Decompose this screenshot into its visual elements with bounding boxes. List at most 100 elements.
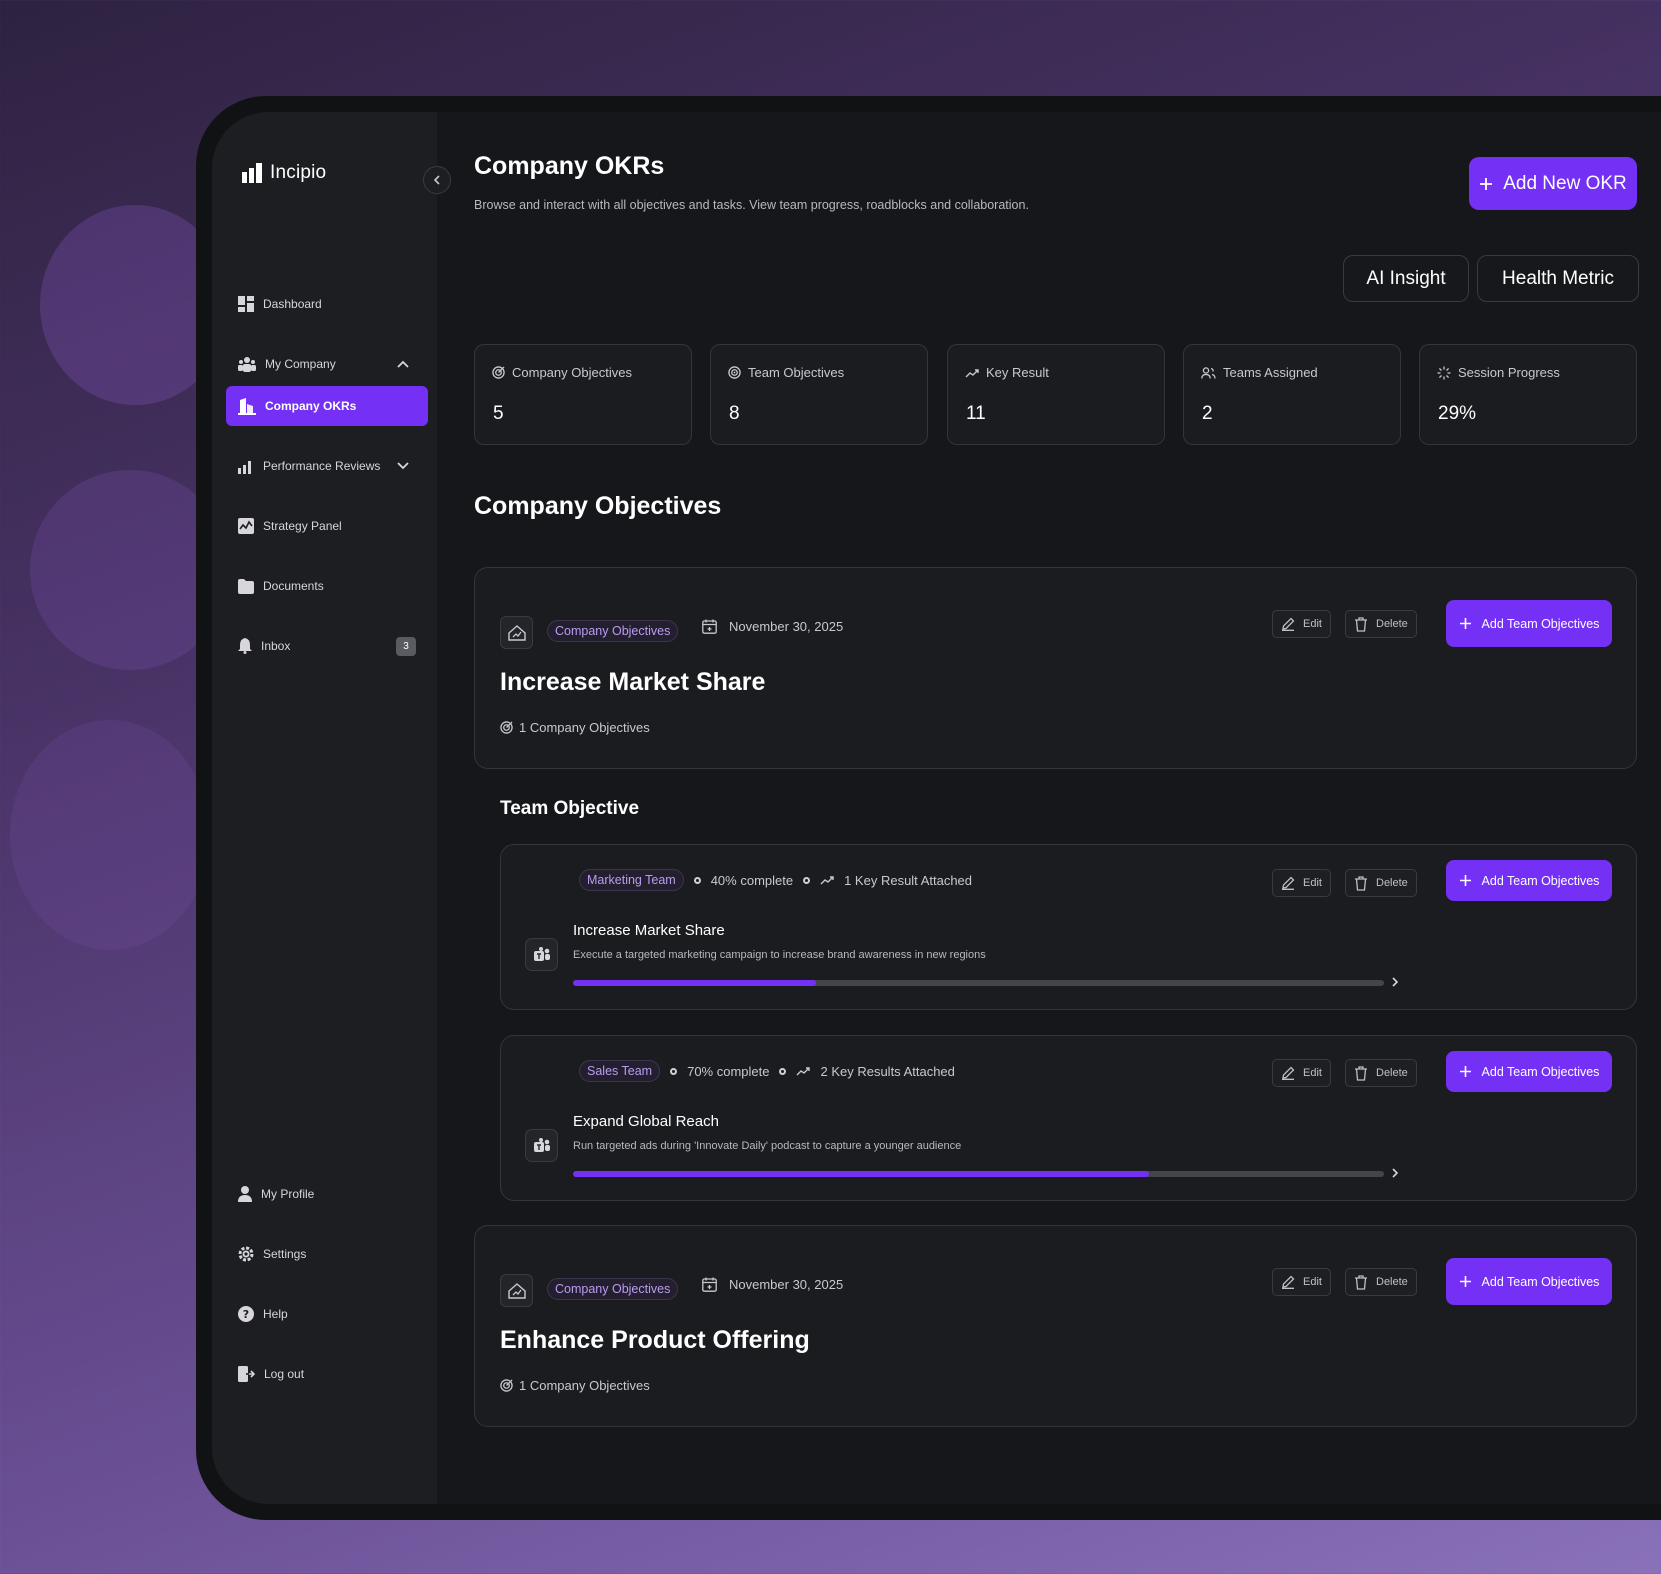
key-results-text: 1 Key Result Attached: [844, 872, 973, 888]
app-screen: Incipio Dashboard My Company C: [212, 112, 1661, 1504]
health-metric-button[interactable]: Health Metric: [1477, 255, 1639, 302]
sidebar-item-label: Log out: [264, 1367, 305, 1381]
delete-button[interactable]: Delete: [1345, 1059, 1417, 1087]
chevron-left-icon: [433, 175, 440, 185]
team-icon: [238, 357, 256, 372]
add-team-objectives-label: Add Team Objectives: [1481, 1274, 1600, 1289]
target-icon: [500, 721, 513, 734]
sidebar-item-my-company[interactable]: My Company: [226, 344, 428, 384]
team-tag: Sales Team: [579, 1060, 661, 1082]
key-results-text: 2 Key Results Attached: [820, 1063, 955, 1079]
sidebar-item-log-out[interactable]: Log out: [226, 1354, 428, 1394]
background-circle: [10, 720, 210, 950]
stat-label-text: Session Progress: [1458, 365, 1560, 380]
trash-icon: [1355, 1274, 1367, 1290]
sidebar-item-settings[interactable]: Settings: [226, 1234, 428, 1274]
stat-card-team-objectives: Team Objectives 8: [710, 344, 928, 445]
stat-label: Teams Assigned: [1201, 365, 1318, 380]
logo-bars-icon: [242, 163, 262, 183]
delete-button[interactable]: Delete: [1345, 869, 1417, 897]
user-icon: [238, 1186, 252, 1202]
add-team-objectives-button[interactable]: Add Team Objectives: [1446, 860, 1612, 901]
sidebar-item-company-okrs[interactable]: Company OKRs: [226, 386, 428, 426]
team-avatar: [525, 1129, 558, 1162]
team-objective-description: Run targeted ads during 'Innovate Daily'…: [573, 1140, 962, 1152]
sidebar-item-my-profile[interactable]: My Profile: [226, 1174, 428, 1214]
chevron-down-icon[interactable]: [396, 459, 410, 473]
edit-button[interactable]: Edit: [1272, 869, 1331, 897]
help-icon: ?: [238, 1306, 254, 1322]
add-team-objectives-label: Add Team Objectives: [1481, 873, 1600, 888]
users-icon: [1201, 366, 1216, 379]
collapse-sidebar-button[interactable]: [423, 166, 451, 194]
trash-icon: [1355, 1065, 1367, 1081]
status-dot: [693, 876, 701, 884]
add-team-objectives-button[interactable]: Add Team Objectives: [1446, 600, 1612, 647]
stat-label-text: Teams Assigned: [1223, 365, 1318, 380]
activity-chart-icon: [238, 518, 254, 534]
add-team-objectives-button[interactable]: Add Team Objectives: [1446, 1051, 1612, 1092]
edit-label: Edit: [1303, 1067, 1322, 1079]
stat-value: 2: [1202, 403, 1213, 424]
completion-text: 40% complete: [710, 872, 794, 888]
building-icon: [238, 398, 256, 415]
chevron-right-icon[interactable]: [1389, 1167, 1401, 1179]
gear-icon: [238, 1246, 254, 1262]
stat-card-key-result: Key Result 11: [947, 344, 1165, 445]
objective-icon: [500, 1274, 533, 1307]
bar-chart-icon: [238, 461, 251, 474]
sidebar-item-label: Strategy Panel: [263, 519, 342, 533]
sidebar-item-strategy-panel[interactable]: Strategy Panel: [226, 506, 428, 546]
add-team-objectives-button[interactable]: Add Team Objectives: [1446, 1258, 1612, 1305]
trash-icon: [1355, 616, 1367, 632]
page-subtitle: Browse and interact with all objectives …: [474, 198, 1029, 212]
objective-card: Company Objectives November 30, 2025 Edi…: [474, 567, 1637, 769]
delete-button[interactable]: Delete: [1345, 1268, 1417, 1296]
stat-label-text: Team Objectives: [748, 365, 845, 380]
team-objective-card[interactable]: Marketing Team 40% complete 1 Key Result…: [500, 844, 1637, 1010]
objective-date: November 30, 2025: [702, 619, 843, 634]
edit-button[interactable]: Edit: [1272, 1059, 1331, 1087]
sidebar-item-help[interactable]: ? Help: [226, 1294, 428, 1334]
objective-date: November 30, 2025: [702, 1277, 843, 1292]
pencil-icon: [1282, 1066, 1295, 1080]
sidebar-item-documents[interactable]: Documents: [226, 566, 428, 606]
progress-bar-fill: [573, 980, 817, 986]
sidebar-item-label: Inbox: [261, 639, 291, 653]
stat-label: Company Objectives: [492, 365, 632, 380]
team-objective-card[interactable]: Sales Team 70% complete 2 Key Results At…: [500, 1035, 1637, 1201]
brand-logo[interactable]: Incipio: [242, 162, 326, 184]
target-icon: [500, 1379, 513, 1392]
objective-date-text: November 30, 2025: [729, 619, 844, 634]
sidebar: Incipio Dashboard My Company C: [212, 112, 437, 1504]
sidebar-item-inbox[interactable]: Inbox 3: [226, 626, 428, 666]
chevron-right-icon[interactable]: [1389, 976, 1401, 988]
trend-up-icon: [965, 368, 979, 377]
stat-card-company-objectives: Company Objectives 5: [474, 344, 692, 445]
calendar-icon: [702, 619, 717, 634]
teams-icon: [533, 946, 550, 961]
delete-button[interactable]: Delete: [1345, 610, 1417, 638]
stat-value: 11: [966, 403, 986, 424]
sidebar-item-dashboard[interactable]: Dashboard: [226, 284, 428, 324]
sidebar-item-label: Help: [263, 1307, 288, 1321]
objective-tag: Company Objectives: [547, 620, 679, 642]
trend-up-icon: [796, 1067, 811, 1076]
edit-label: Edit: [1303, 618, 1322, 630]
add-new-okr-button[interactable]: Add New OKR: [1469, 157, 1637, 210]
ai-insight-button[interactable]: AI Insight: [1343, 255, 1469, 302]
page-title: Company OKRs: [474, 152, 665, 180]
edit-button[interactable]: Edit: [1272, 610, 1331, 638]
sidebar-item-label: My Company: [265, 357, 336, 371]
edit-button[interactable]: Edit: [1272, 1268, 1331, 1296]
chevron-up-icon[interactable]: [396, 357, 410, 371]
stat-card-teams-assigned: Teams Assigned 2: [1183, 344, 1401, 445]
sidebar-item-label: Documents: [263, 579, 324, 593]
objective-date-text: November 30, 2025: [729, 1277, 844, 1292]
sidebar-item-label: Performance Reviews: [263, 459, 381, 473]
bell-icon: [238, 638, 252, 654]
home-chart-icon: [507, 624, 526, 641]
objective-count: 1 Company Objectives: [500, 1378, 650, 1393]
sidebar-item-performance-reviews[interactable]: Performance Reviews: [226, 446, 428, 486]
delete-label: Delete: [1376, 618, 1408, 630]
